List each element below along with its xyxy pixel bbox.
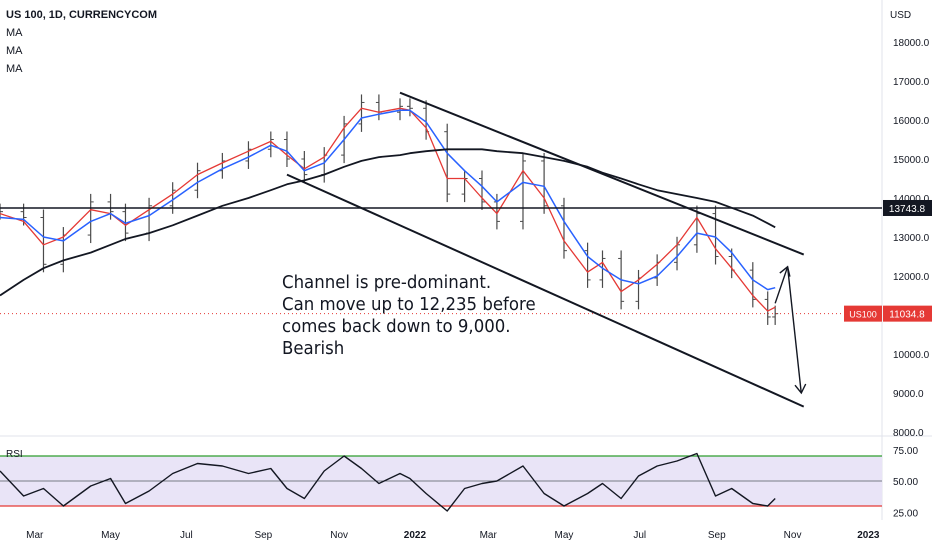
price-tick-label: 10000.0 <box>893 350 930 361</box>
level-badge-value: 13743.8 <box>889 204 926 215</box>
badge-group: 13743.8 US100 11034.8 <box>844 199 932 322</box>
x-tick-label: Mar <box>480 530 498 541</box>
last-price-value: 11034.8 <box>889 310 925 321</box>
annotation-line-4: Bearish <box>282 338 345 359</box>
rsi-tick-group: 75.00 50.00 25.00 <box>893 446 918 520</box>
projection-arrow-2[interactable] <box>786 266 802 394</box>
projection-arrow-head-1 <box>779 265 791 277</box>
annotation-line-3: comes back down to 9,000. <box>282 316 511 337</box>
rsi-tick-label: 25.00 <box>893 508 918 519</box>
x-tick-label: Jul <box>180 530 193 541</box>
x-tick-group: Mar May Jul Sep Nov 2022 Mar May Jul Sep Nov 2023 <box>26 530 880 541</box>
x-tick-label: May <box>101 530 120 541</box>
level-group <box>0 207 882 315</box>
rsi-tick-label: 75.00 <box>893 446 918 457</box>
price-axis-currency: USD <box>890 10 911 21</box>
x-tick-label: Nov <box>784 530 802 541</box>
channel-line-2[interactable] <box>286 173 805 408</box>
price-tick-label: 15000.0 <box>893 155 930 166</box>
rsi-label[interactable]: RSI <box>6 449 23 460</box>
price-tick-label: 9000.0 <box>893 389 924 400</box>
price-tick-label: 12000.0 <box>893 272 930 283</box>
indicator-ma-1[interactable]: MA <box>6 27 23 39</box>
rsi-line-group <box>0 452 776 512</box>
x-tick-label: 2022 <box>404 530 427 541</box>
symbol-title[interactable]: US 100, 1D, CURRENCYCOM <box>6 9 157 21</box>
price-tick-label: 13000.0 <box>893 233 930 244</box>
moving-average-group <box>0 107 776 312</box>
price-bars-group <box>0 94 779 325</box>
channel-line-1[interactable] <box>399 91 805 256</box>
price-tick-label: 17000.0 <box>893 77 930 88</box>
x-tick-label: Jul <box>633 530 646 541</box>
x-tick-label: Mar <box>26 530 44 541</box>
annotation-line-1: Channel is pre-dominant. <box>282 272 492 293</box>
projection-arrow-1[interactable] <box>774 266 789 304</box>
annotation-line-2: Can move up to 12,235 before <box>282 294 536 315</box>
x-tick-label: 2023 <box>857 530 880 541</box>
chart-legend: US 100, 1D, CURRENCYCOM MA MA MA <box>6 6 157 78</box>
projection-arrow-head-2 <box>794 383 807 395</box>
x-tick-label: Sep <box>254 530 272 541</box>
x-tick-label: May <box>555 530 574 541</box>
rsi-tick-label: 50.00 <box>893 477 918 488</box>
price-tick-label: 16000.0 <box>893 116 930 127</box>
price-tick-label: 14000.0 <box>893 194 930 205</box>
rsi-line <box>0 452 776 512</box>
symbol-tag-text: US100 <box>849 310 877 320</box>
annotation-text[interactable]: Channel is pre-dominant. Can move up to … <box>282 272 536 360</box>
level-badge <box>883 199 932 216</box>
symbol-tag-badge <box>844 305 882 322</box>
price-tick-label: 18000.0 <box>893 38 930 49</box>
indicator-ma-2[interactable]: MA <box>6 45 23 57</box>
moving-average-line-2 <box>0 109 776 291</box>
x-tick-label: Sep <box>708 530 726 541</box>
last-price-badge <box>883 305 932 322</box>
price-tick-label: 8000.0 <box>893 428 924 439</box>
indicator-ma-3[interactable]: MA <box>6 63 23 75</box>
drawings-group[interactable] <box>286 91 807 408</box>
moving-average-line-3 <box>0 148 776 297</box>
x-tick-label: Nov <box>330 530 348 541</box>
